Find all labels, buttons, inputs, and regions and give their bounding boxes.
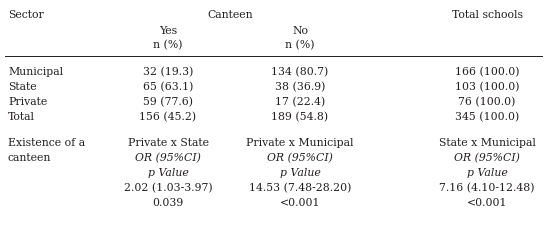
Text: <0.001: <0.001 <box>280 197 320 207</box>
Text: OR (95%CI): OR (95%CI) <box>454 152 520 163</box>
Text: 7.16 (4.10-12.48): 7.16 (4.10-12.48) <box>439 182 535 192</box>
Text: Municipal: Municipal <box>8 67 63 77</box>
Text: 345 (100.0): 345 (100.0) <box>455 112 519 122</box>
Text: State x Municipal: State x Municipal <box>439 138 536 147</box>
Text: <0.001: <0.001 <box>467 197 507 207</box>
Text: Sector: Sector <box>8 10 44 20</box>
Text: 38 (36.9): 38 (36.9) <box>275 82 325 92</box>
Text: OR (95%CI): OR (95%CI) <box>135 152 201 163</box>
Text: 76 (100.0): 76 (100.0) <box>458 96 516 107</box>
Text: Canteen: Canteen <box>207 10 253 20</box>
Text: p Value: p Value <box>280 167 321 177</box>
Text: p Value: p Value <box>148 167 188 177</box>
Text: No: No <box>292 26 308 36</box>
Text: 134 (80.7): 134 (80.7) <box>271 67 329 77</box>
Text: 17 (22.4): 17 (22.4) <box>275 96 325 107</box>
Text: 59 (77.6): 59 (77.6) <box>143 96 193 107</box>
Text: 189 (54.8): 189 (54.8) <box>271 112 329 122</box>
Text: 65 (63.1): 65 (63.1) <box>143 82 193 92</box>
Text: Existence of a: Existence of a <box>8 138 85 147</box>
Text: 156 (45.2): 156 (45.2) <box>139 112 196 122</box>
Text: Private: Private <box>8 96 47 106</box>
Text: p Value: p Value <box>467 167 508 177</box>
Text: Total schools: Total schools <box>451 10 522 20</box>
Text: 166 (100.0): 166 (100.0) <box>455 67 519 77</box>
Text: canteen: canteen <box>8 152 51 162</box>
Text: 14.53 (7.48-28.20): 14.53 (7.48-28.20) <box>249 182 351 192</box>
Text: OR (95%CI): OR (95%CI) <box>267 152 333 163</box>
Text: State: State <box>8 82 37 92</box>
Text: 32 (19.3): 32 (19.3) <box>143 67 193 77</box>
Text: 0.039: 0.039 <box>153 197 184 207</box>
Text: 103 (100.0): 103 (100.0) <box>455 82 519 92</box>
Text: Private x State: Private x State <box>127 138 208 147</box>
Text: 2.02 (1.03-3.97): 2.02 (1.03-3.97) <box>124 182 212 192</box>
Text: n (%): n (%) <box>153 40 183 50</box>
Text: Private x Municipal: Private x Municipal <box>246 138 354 147</box>
Text: n (%): n (%) <box>285 40 315 50</box>
Text: Yes: Yes <box>159 26 177 36</box>
Text: Total: Total <box>8 112 35 122</box>
